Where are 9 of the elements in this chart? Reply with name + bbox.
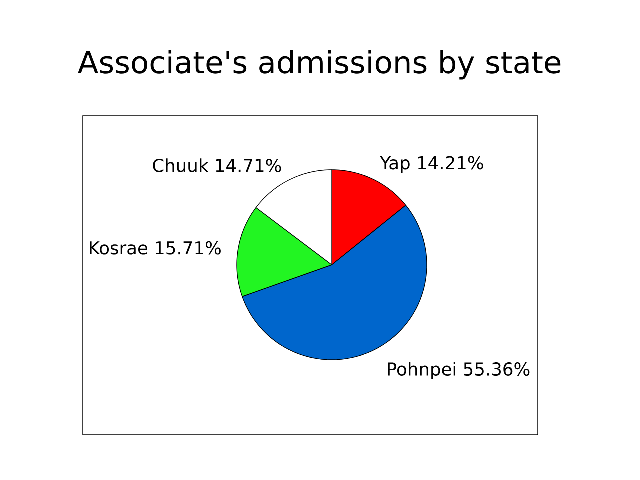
slice-label: Chuuk	[153, 158, 209, 172]
data-label: 15.71%	[156, 241, 221, 255]
slice-label: Yap	[380, 156, 410, 174]
chart-title: Associate's admissions by state	[78, 50, 561, 80]
data-label: 14.21%	[418, 156, 484, 170]
slice-label: Pohnpei	[388, 362, 456, 380]
data-label: 14.71%	[216, 158, 282, 172]
data-label: 55.36%	[464, 362, 530, 376]
slice-label: Kosrae	[90, 242, 148, 255]
